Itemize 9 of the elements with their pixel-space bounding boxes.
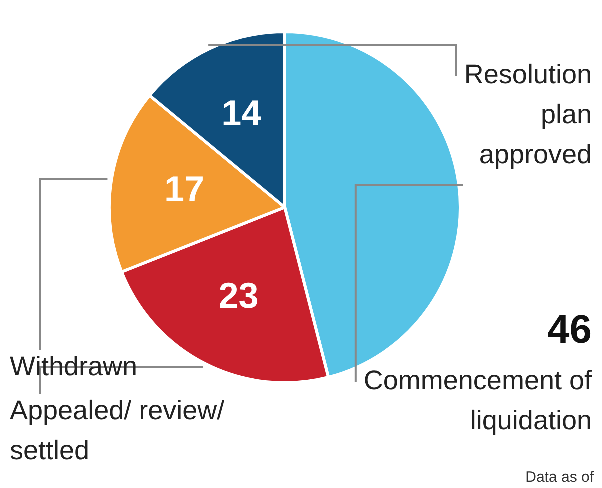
slice-label: Withdrawn [10,351,138,382]
data-label: 23 [218,275,259,316]
data-label: 14 [222,92,262,134]
text: Data as of [526,469,594,486]
slice-label: Commencement of liquidation [364,365,592,436]
data-label: 46 [548,308,592,352]
data-label: 17 [164,168,204,210]
slice-label: Appealed/ review/ settled [10,395,226,466]
slice-label: Resolution plan approved [464,59,592,170]
